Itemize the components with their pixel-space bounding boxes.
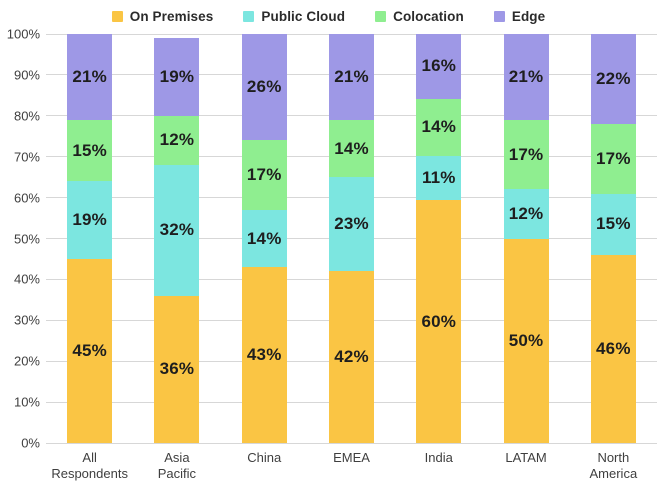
x-axis-category-label: LATAM <box>505 450 547 465</box>
segment-value-label: 32% <box>159 220 195 240</box>
bar-segment-colocation: 17% <box>503 119 549 190</box>
legend-swatch-icon <box>111 11 123 22</box>
segment-value-label: 21% <box>508 66 544 86</box>
legend-item-on-premises: On Premises <box>111 9 214 24</box>
bar-latam: 50% 12% 17% 21% <box>503 34 549 443</box>
segment-value-label: 46% <box>596 338 631 358</box>
gridline <box>46 33 657 35</box>
legend-swatch-icon <box>493 11 505 22</box>
segment-value-label: 17% <box>508 144 544 164</box>
segment-value-label: 14% <box>334 138 369 158</box>
segment-value-label: 14% <box>421 117 457 137</box>
bar-all-respondents: 45% 19% 15% 21% <box>67 34 113 443</box>
y-axis-tick-label: 100% <box>6 26 40 42</box>
bar-segment-colocation: 17% <box>590 124 636 194</box>
bar-emea: 42% 23% 14% 21% <box>329 34 374 443</box>
bar-segment-on-premises: 50% <box>503 238 549 443</box>
chart-legend: On Premises Public Cloud Colocation Edge <box>0 9 657 24</box>
y-axis-tick-label: 0% <box>21 435 40 451</box>
x-axis-category-label: Asia Pacific <box>157 450 197 481</box>
bar-segment-edge: 21% <box>67 34 113 120</box>
legend-label: Edge <box>511 9 546 24</box>
legend-item-colocation: Colocation <box>375 9 464 24</box>
bar-china: 43% 14% 17% 26% <box>241 34 287 443</box>
bar-segment-public-cloud: 15% <box>590 193 636 255</box>
segment-value-label: 45% <box>72 340 107 360</box>
segment-value-label: 19% <box>159 66 195 86</box>
bar-segment-public-cloud: 14% <box>241 209 287 268</box>
x-axis-category-label: India <box>424 450 453 465</box>
bar-segment-on-premises: 43% <box>241 267 287 443</box>
bar-north-america: 46% 15% 17% 22% <box>590 34 636 443</box>
y-axis-tick-label: 10% <box>13 394 40 410</box>
bar-segment-public-cloud: 32% <box>154 164 200 296</box>
y-axis-tick-label: 20% <box>13 353 40 369</box>
legend-item-edge: Edge <box>493 9 546 24</box>
segment-value-label: 21% <box>72 66 107 86</box>
segment-value-label: 43% <box>246 345 282 365</box>
bar-segment-edge: 21% <box>329 34 374 120</box>
segment-value-label: 12% <box>508 203 544 223</box>
segment-value-label: 19% <box>72 210 107 230</box>
segment-value-label: 14% <box>246 228 282 248</box>
x-axis-category-label: North America <box>589 450 638 481</box>
bar-segment-on-premises: 46% <box>590 254 636 443</box>
y-axis-tick-label: 90% <box>13 67 40 83</box>
y-axis-tick-label: 40% <box>13 271 40 287</box>
segment-value-label: 17% <box>246 165 282 185</box>
bar-segment-on-premises: 60% <box>416 200 462 443</box>
bar-segment-on-premises: 36% <box>154 295 200 443</box>
y-axis-tick-label: 50% <box>13 231 40 246</box>
y-axis-tick-label: 70% <box>13 149 40 165</box>
bar-segment-edge: 21% <box>503 34 549 120</box>
bar-segment-public-cloud: 11% <box>416 155 462 201</box>
legend-swatch-icon <box>243 11 255 22</box>
bar-segment-public-cloud: 12% <box>503 189 549 239</box>
x-axis-category-label: All Respondents <box>51 450 128 481</box>
bar-segment-colocation: 14% <box>329 119 374 178</box>
segment-value-label: 16% <box>421 56 457 76</box>
bar-segment-edge: 26% <box>241 34 287 141</box>
segment-value-label: 36% <box>159 359 195 379</box>
segment-value-label: 15% <box>72 140 107 160</box>
segment-value-label: 11% <box>421 167 456 187</box>
bar-segment-colocation: 14% <box>416 98 462 156</box>
bar-segment-edge: 22% <box>590 34 636 125</box>
bar-segment-colocation: 15% <box>67 119 113 182</box>
segment-value-label: 26% <box>246 77 282 97</box>
y-axis-tick-label: 30% <box>13 312 40 328</box>
legend-swatch-icon <box>375 11 387 22</box>
bar-asia-pacific: 36% 32% 12% 19% <box>154 38 200 443</box>
x-axis-category-label: China <box>247 450 282 465</box>
legend-label: Public Cloud <box>261 9 346 24</box>
gridline <box>46 442 657 444</box>
segment-value-label: 60% <box>421 311 457 331</box>
bar-segment-on-premises: 45% <box>67 258 113 443</box>
bar-segment-edge: 16% <box>416 34 462 99</box>
bar-segment-colocation: 17% <box>241 140 287 210</box>
segment-value-label: 42% <box>334 347 369 367</box>
bar-segment-public-cloud: 19% <box>67 181 113 259</box>
legend-label: On Premises <box>129 9 214 24</box>
x-axis-category-label: EMEA <box>333 450 370 465</box>
segment-value-label: 21% <box>334 66 369 86</box>
bar-segment-colocation: 12% <box>154 115 200 165</box>
bar-segment-public-cloud: 23% <box>329 177 374 272</box>
segment-value-label: 17% <box>596 148 631 168</box>
segment-value-label: 15% <box>596 214 631 234</box>
segment-value-label: 50% <box>508 330 544 350</box>
bar-india: 60% 11% 14% 16% <box>416 34 462 443</box>
legend-item-public-cloud: Public Cloud <box>243 9 345 24</box>
legend-label: Colocation <box>393 9 464 24</box>
segment-value-label: 22% <box>596 69 631 89</box>
bar-segment-edge: 19% <box>154 38 200 116</box>
bar-segment-on-premises: 42% <box>329 271 374 443</box>
segment-value-label: 23% <box>334 214 369 234</box>
y-axis-tick-label: 60% <box>13 190 40 206</box>
y-axis-tick-label: 80% <box>13 108 40 124</box>
segment-value-label: 12% <box>159 130 195 150</box>
